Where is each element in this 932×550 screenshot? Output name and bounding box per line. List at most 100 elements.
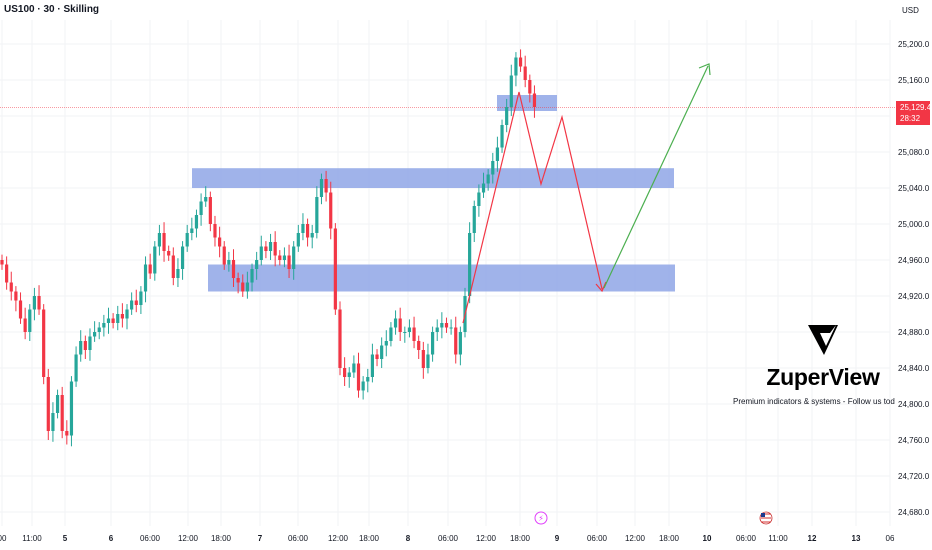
candle-body: [319, 179, 324, 197]
bar-countdown: 28:32: [900, 114, 921, 123]
zone-rect: [192, 168, 674, 188]
candle-body: [83, 341, 87, 350]
candle-body: [370, 354, 374, 377]
candle-body: [32, 296, 37, 310]
y-tick-label: 24,880.0: [898, 328, 930, 337]
x-tick-label: 5: [63, 534, 68, 543]
y-tick-label: 24,920.0: [898, 292, 930, 301]
candle-body: [250, 269, 254, 283]
candle-body: [352, 363, 356, 373]
candle-body: [69, 381, 74, 436]
candle-body: [366, 377, 370, 382]
candle-body: [296, 233, 300, 247]
candle-body: [236, 278, 240, 283]
candle-body: [51, 413, 55, 431]
candle-body: [472, 206, 476, 233]
candle-body: [116, 314, 120, 323]
x-tick-label: 06:00: [736, 534, 757, 543]
candle-body: [106, 318, 111, 323]
candle-body: [398, 318, 402, 332]
x-tick-label: 18:00: [211, 534, 232, 543]
candle-body: [375, 354, 379, 359]
red-projection-line: [462, 91, 603, 324]
flag-canton: [761, 513, 765, 517]
zuperview-logo-icon: [808, 325, 838, 355]
x-tick-label: 13: [852, 534, 861, 543]
candle-body: [518, 57, 523, 67]
candle-body: [199, 201, 203, 215]
x-tick-label: 00: [0, 534, 7, 543]
candle-body: [218, 237, 222, 247]
x-tick-label: 12:00: [625, 534, 646, 543]
candle-body: [380, 345, 384, 359]
candle-body: [120, 314, 124, 319]
x-tick-label: 12:00: [476, 534, 497, 543]
candle-body: [143, 264, 148, 292]
candle-body: [407, 327, 412, 332]
candle-body: [356, 363, 361, 391]
candle-body: [245, 282, 249, 292]
x-tick-label: 18:00: [359, 534, 380, 543]
y-tick-label: 24,760.0: [898, 436, 930, 445]
candle-body: [23, 318, 27, 332]
candle-body: [495, 147, 500, 161]
candle-body: [0, 260, 4, 265]
price-axis[interactable]: 25,200.025,160.025,120.025,080.025,040.0…: [898, 40, 930, 517]
candle-body: [88, 336, 92, 350]
x-tick-label: 10: [703, 534, 712, 543]
green-arrow-head: [698, 63, 711, 76]
candle-body: [139, 291, 143, 305]
candle-body: [444, 323, 449, 328]
candle-body: [417, 341, 421, 350]
candle-body: [102, 323, 106, 328]
candle-body: [176, 269, 180, 278]
candle-body: [523, 66, 527, 80]
x-tick-label: 8: [406, 534, 411, 543]
y-tick-label: 24,800.0: [898, 400, 930, 409]
candle-body: [162, 233, 166, 251]
candle-body: [74, 354, 78, 382]
candle-body: [93, 332, 97, 337]
green-projection-line: [603, 65, 709, 289]
candle-body: [278, 255, 282, 260]
flash-event-glyph: ⚡: [538, 514, 544, 523]
red-arrow-head: [595, 281, 607, 293]
y-tick-label: 25,160.0: [898, 76, 930, 85]
candle-body: [180, 246, 185, 269]
projected-path: [462, 63, 711, 324]
candle-body: [514, 57, 518, 76]
candle-body: [481, 183, 486, 193]
candle-body: [440, 323, 444, 328]
candle-body: [5, 264, 9, 283]
candle-body: [532, 93, 537, 107]
x-tick-label: 6: [109, 534, 114, 543]
y-tick-label: 24,680.0: [898, 508, 930, 517]
candle-body: [393, 318, 398, 328]
candle-body: [167, 251, 171, 256]
candle-body: [509, 75, 513, 107]
y-tick-label: 24,960.0: [898, 256, 930, 265]
candle-body: [268, 242, 273, 251]
candle-body: [505, 107, 509, 125]
candle-body: [468, 233, 472, 296]
candle-body: [500, 125, 504, 148]
x-tick-label: 7: [258, 534, 263, 543]
candle-body: [384, 341, 388, 346]
candle-body: [435, 327, 439, 332]
candle-body: [222, 246, 226, 265]
candle-body: [305, 224, 310, 238]
candle-body: [60, 395, 64, 431]
candle-body: [491, 161, 495, 175]
candle-body: [255, 260, 259, 269]
candle-body: [130, 300, 134, 310]
x-tick-label: 9: [555, 534, 560, 543]
candle-body: [79, 341, 83, 355]
brand-tagline: Premium indicators & systems - Follow us…: [733, 397, 895, 406]
candle-body: [361, 381, 365, 391]
candle-body: [338, 309, 342, 368]
candle-body: [315, 197, 319, 233]
time-axis[interactable]: 00 11:00 5 6 06:00 12:00 18:00 7 06:00 12:00 18:00…: [0, 534, 895, 543]
candle-body: [171, 255, 175, 278]
x-tick-label: 06:00: [140, 534, 161, 543]
